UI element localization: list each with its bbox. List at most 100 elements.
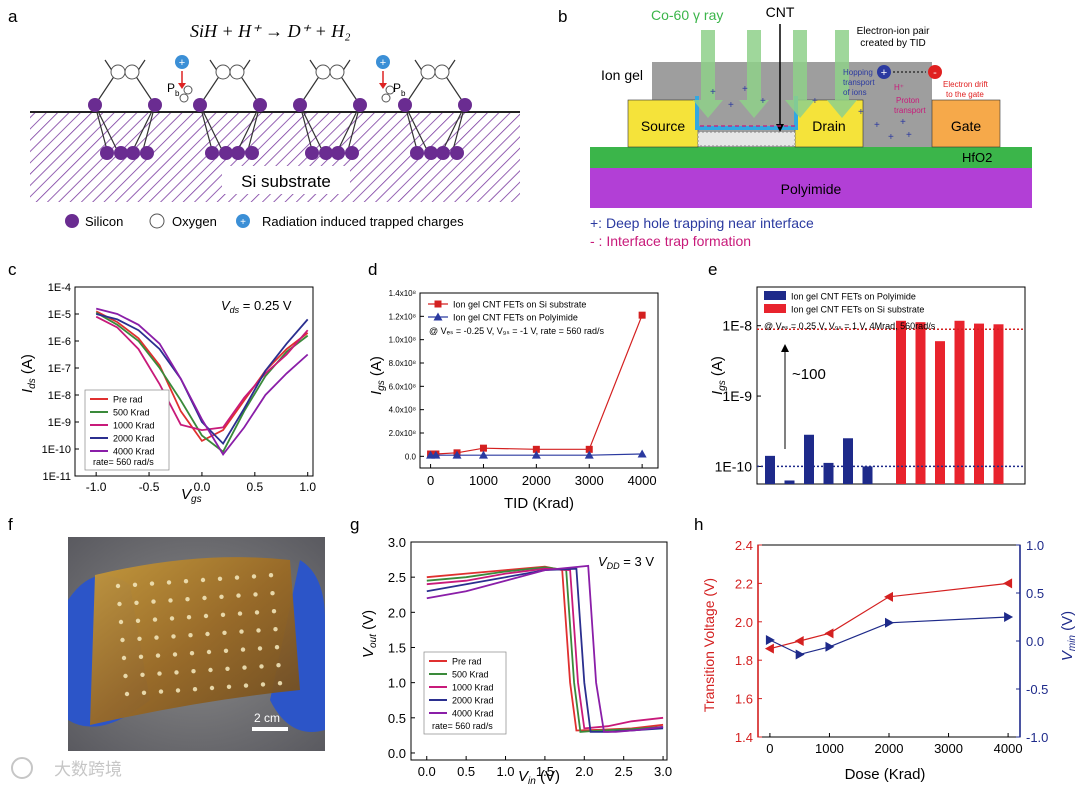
ylabel-g: Vout (V) bbox=[360, 610, 379, 658]
device-dot bbox=[118, 619, 124, 625]
legend-label: Ion gel CNT FETs on Polyimide bbox=[791, 292, 916, 302]
y-tick-label: 1.2x10⁸ bbox=[389, 312, 416, 321]
legend-swatch bbox=[764, 291, 786, 300]
drain-electrode bbox=[794, 99, 864, 148]
y-tick-label: 1.6 bbox=[735, 692, 753, 707]
data-point bbox=[479, 444, 487, 452]
data-point bbox=[532, 445, 540, 453]
hopping-label-3: of ions bbox=[843, 88, 867, 97]
ratio-annotation: ~100 bbox=[792, 366, 826, 383]
ylabel-e: Igs (A) bbox=[709, 356, 728, 395]
hole-icon bbox=[877, 65, 891, 79]
device-dot bbox=[172, 652, 178, 657]
device-dot bbox=[152, 617, 158, 622]
legend-label: Ion gel CNT FETs on Si substrate bbox=[453, 300, 586, 310]
y-tick-label: 8.0x10⁸ bbox=[389, 359, 416, 368]
svg-text:+: + bbox=[760, 96, 766, 107]
x-tick-label: 2.0 bbox=[575, 764, 593, 779]
y-tick-label: 1E-9 bbox=[48, 417, 71, 429]
x-tick-label: 3.0 bbox=[654, 764, 672, 779]
device-dot bbox=[154, 635, 159, 640]
cnt-label: CNT bbox=[766, 4, 795, 20]
bond-line bbox=[142, 104, 156, 151]
series-line-1 bbox=[430, 314, 643, 455]
silicon-icon bbox=[398, 98, 412, 112]
hopping-label-1: Hopping bbox=[843, 68, 873, 77]
legend-label: 1000 Krad bbox=[452, 683, 494, 693]
data-point bbox=[638, 311, 646, 319]
legend-silicon: Silicon bbox=[85, 214, 123, 229]
legend-marker bbox=[434, 300, 442, 308]
silicon-icon bbox=[193, 98, 207, 112]
device-dot bbox=[158, 689, 164, 694]
y-tick-label: 1.0 bbox=[1026, 538, 1044, 553]
pair-label-1: Electron-ion pair bbox=[857, 26, 930, 37]
xlabel-c: Vgs bbox=[181, 486, 202, 505]
y-tick-label: 1.0x10⁸ bbox=[389, 336, 416, 345]
panel-e: e 1E-8 1E-9 1E-10 Ion gel CNT FETs on Poly… bbox=[708, 260, 1026, 485]
x-tick-label: 4000 bbox=[994, 741, 1023, 756]
panel-letter-f: f bbox=[8, 515, 13, 534]
silicon-icon bbox=[436, 146, 450, 160]
legend-a: Silicon Oxygen + Radiation induced trapp… bbox=[65, 213, 464, 229]
bar bbox=[823, 462, 834, 484]
ylabel-left-h: Transition Voltage (V) bbox=[701, 578, 717, 712]
y-ticks-c: 1E-4 1E-5 1E-6 1E-7 1E-8 1E-9 1E-10 1E-11 bbox=[42, 282, 79, 483]
silicon-icon bbox=[450, 146, 464, 160]
x-tick-label: 1000 bbox=[469, 473, 498, 488]
data-point bbox=[452, 450, 462, 459]
device-dot bbox=[138, 654, 144, 659]
y-tick-label: 4.0x10⁸ bbox=[389, 406, 416, 415]
bond-line bbox=[299, 104, 313, 151]
data-point bbox=[765, 635, 775, 646]
bond-line bbox=[337, 104, 361, 151]
watermark-logo-icon bbox=[11, 757, 33, 779]
svg-text:+: + bbox=[858, 107, 864, 118]
y-tick-label: 1E-5 bbox=[48, 309, 71, 321]
hopping-label-2: transport bbox=[843, 78, 875, 87]
oxygen-icon bbox=[315, 64, 331, 80]
x-tick-label: 1000 bbox=[815, 741, 844, 756]
panel-c: c 1E-4 1E-5 1E-6 1E-7 1E-8 1E-9 1E-10 1E-11 -1.… bbox=[8, 260, 316, 505]
svg-text:+: + bbox=[710, 87, 716, 98]
device-dot bbox=[243, 683, 249, 688]
bar bbox=[974, 323, 984, 484]
y-tick-label: 1E-11 bbox=[42, 471, 71, 483]
silicon-icon bbox=[424, 146, 438, 160]
y-tick-label: 2.0x10⁸ bbox=[389, 429, 416, 438]
panel-a: a SiH + H⁺ → D⁺ + H₂ Si substrate + P b … bbox=[8, 7, 520, 229]
data-point bbox=[478, 450, 488, 459]
x-tick-label: 2.5 bbox=[615, 764, 633, 779]
trapped-charge-2: + P b bbox=[376, 55, 406, 98]
silicon-icon bbox=[205, 146, 219, 160]
device-dot bbox=[166, 580, 172, 585]
x-ticks-h: 0 1000 2000 3000 4000 bbox=[766, 733, 1023, 756]
device-dot bbox=[274, 645, 280, 650]
y-tick-label: 1.0 bbox=[388, 676, 406, 691]
x-tick-label: 3000 bbox=[575, 473, 604, 488]
watermark: 大数跨境 bbox=[11, 757, 122, 779]
scale-label: 2 cm bbox=[254, 711, 280, 725]
bond-line bbox=[299, 104, 323, 151]
bar bbox=[843, 438, 853, 484]
proton-label-2: transport bbox=[894, 106, 926, 115]
y-tick-label: -0.5 bbox=[1026, 682, 1048, 697]
note-interface-trap: - : Interface trap formation bbox=[590, 233, 751, 249]
svg-text:+: + bbox=[881, 67, 887, 79]
panel-d: d 0.0 2.0x10⁸ 4.0x10⁸ 6.0x10⁸ 8.0x10⁸ 1.0x10⁸… bbox=[368, 260, 659, 512]
y-tick-label: 2.5 bbox=[388, 570, 406, 585]
device-dot bbox=[115, 583, 121, 589]
x-tick-label: 0.5 bbox=[246, 480, 263, 494]
panel-letter-e: e bbox=[708, 260, 717, 279]
panel-letter-a: a bbox=[8, 7, 18, 26]
device-dot bbox=[254, 610, 260, 615]
hfo2-label: HfO2 bbox=[962, 150, 992, 165]
device-dot bbox=[121, 655, 127, 661]
silicon-icon bbox=[245, 146, 259, 160]
bond-line bbox=[132, 104, 156, 151]
y-tick-label: 0.5 bbox=[1026, 586, 1044, 601]
device-dot bbox=[257, 646, 263, 651]
bar bbox=[915, 322, 926, 484]
svg-text:+: + bbox=[240, 217, 246, 228]
device-array bbox=[115, 573, 283, 697]
